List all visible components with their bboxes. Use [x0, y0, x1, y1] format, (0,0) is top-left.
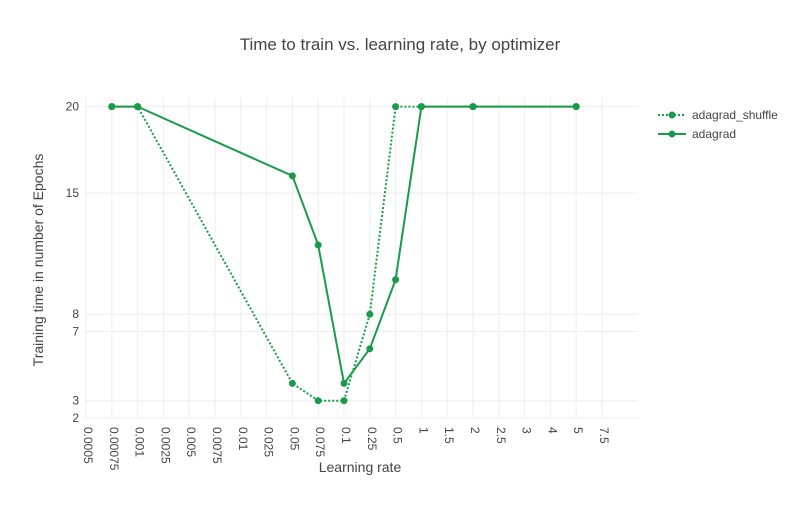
x-tick-label-0-025: 0.025 [262, 427, 276, 457]
data-point-adagrad-0-075[interactable] [314, 241, 322, 249]
x-axis-title: Learning rate [319, 459, 402, 475]
series-layer [108, 103, 580, 405]
y-tick-label-20: 20 [66, 100, 80, 114]
data-point-adagrad-shuffle-0-075[interactable] [314, 397, 322, 405]
y-tick-label-2: 2 [72, 411, 79, 425]
data-point-adagrad-0-5[interactable] [392, 276, 400, 284]
data-point-adagrad-1[interactable] [417, 103, 425, 111]
legend-item-adagrad[interactable]: adagrad [658, 127, 736, 141]
data-point-adagrad-shuffle-0-05[interactable] [288, 379, 296, 387]
grid [84, 98, 638, 419]
y-tick-label-15: 15 [66, 186, 80, 200]
y-axis-title: Training time in number of Epochs [30, 154, 46, 367]
y-tick-label-8: 8 [72, 307, 79, 321]
data-point-adagrad-0-001[interactable] [134, 103, 142, 111]
data-point-adagrad-0-05[interactable] [288, 172, 296, 180]
x-tick-label-0-001: 0.001 [133, 427, 147, 457]
legend-marker-adagrad-shuffle [668, 111, 676, 119]
x-tick-label-1: 1 [416, 427, 430, 434]
series-line-adagrad [111, 105, 577, 385]
x-tick-label-0-00075: 0.00075 [107, 427, 121, 471]
chart-title: Time to train vs. learning rate, by opti… [240, 35, 561, 54]
x-tick-label-5: 5 [571, 427, 585, 434]
y-tick-label-3: 3 [72, 394, 79, 408]
y-axis-ticks: 2 3 7 8 15 20 [66, 100, 80, 425]
x-tick-label-1-5: 1.5 [442, 427, 456, 444]
data-point-adagrad-0-00075[interactable] [108, 103, 116, 111]
x-tick-label-7-5: 7.5 [597, 427, 611, 444]
x-tick-label-0-5: 0.5 [391, 427, 405, 444]
x-tick-label-0-075: 0.075 [313, 427, 327, 457]
x-tick-label-0-005: 0.005 [184, 427, 198, 457]
x-tick-label-2-5: 2.5 [494, 427, 508, 444]
series-adagrad [108, 103, 580, 387]
legend: adagrad_shuffle adagrad [658, 108, 778, 141]
data-point-adagrad-shuffle-0-25[interactable] [366, 310, 374, 318]
series-line-adagrad-shuffle [111, 105, 577, 402]
legend-marker-adagrad [668, 130, 676, 138]
data-point-adagrad-shuffle-0-1[interactable] [340, 397, 348, 405]
legend-label-adagrad: adagrad [692, 127, 736, 141]
data-point-adagrad-2[interactable] [469, 103, 477, 111]
x-tick-label-4: 4 [545, 427, 559, 434]
x-tick-label-0-0075: 0.0075 [210, 427, 224, 464]
data-point-adagrad-0-25[interactable] [366, 345, 374, 353]
x-tick-label-0-1: 0.1 [339, 427, 353, 444]
x-axis-ticks: 0.0005 0.00075 0.001 0.0025 0.005 0.0075 0.01 0… [81, 427, 611, 471]
x-tick-label-2: 2 [468, 427, 482, 434]
x-tick-label-0-25: 0.25 [365, 427, 379, 451]
data-point-adagrad-5[interactable] [572, 103, 580, 111]
x-tick-label-0-0025: 0.0025 [158, 427, 172, 464]
y-tick-label-7: 7 [72, 325, 79, 339]
data-point-adagrad-shuffle-0-5[interactable] [392, 103, 400, 111]
data-point-adagrad-0-1[interactable] [340, 379, 348, 387]
legend-item-adagrad-shuffle[interactable]: adagrad_shuffle [658, 108, 778, 122]
x-tick-label-0-05: 0.05 [287, 427, 301, 451]
legend-label-adagrad-shuffle: adagrad_shuffle [692, 108, 778, 122]
x-tick-label-3: 3 [520, 427, 534, 434]
x-tick-label-0-01: 0.01 [236, 427, 250, 451]
x-tick-label-0-0005: 0.0005 [81, 427, 95, 464]
